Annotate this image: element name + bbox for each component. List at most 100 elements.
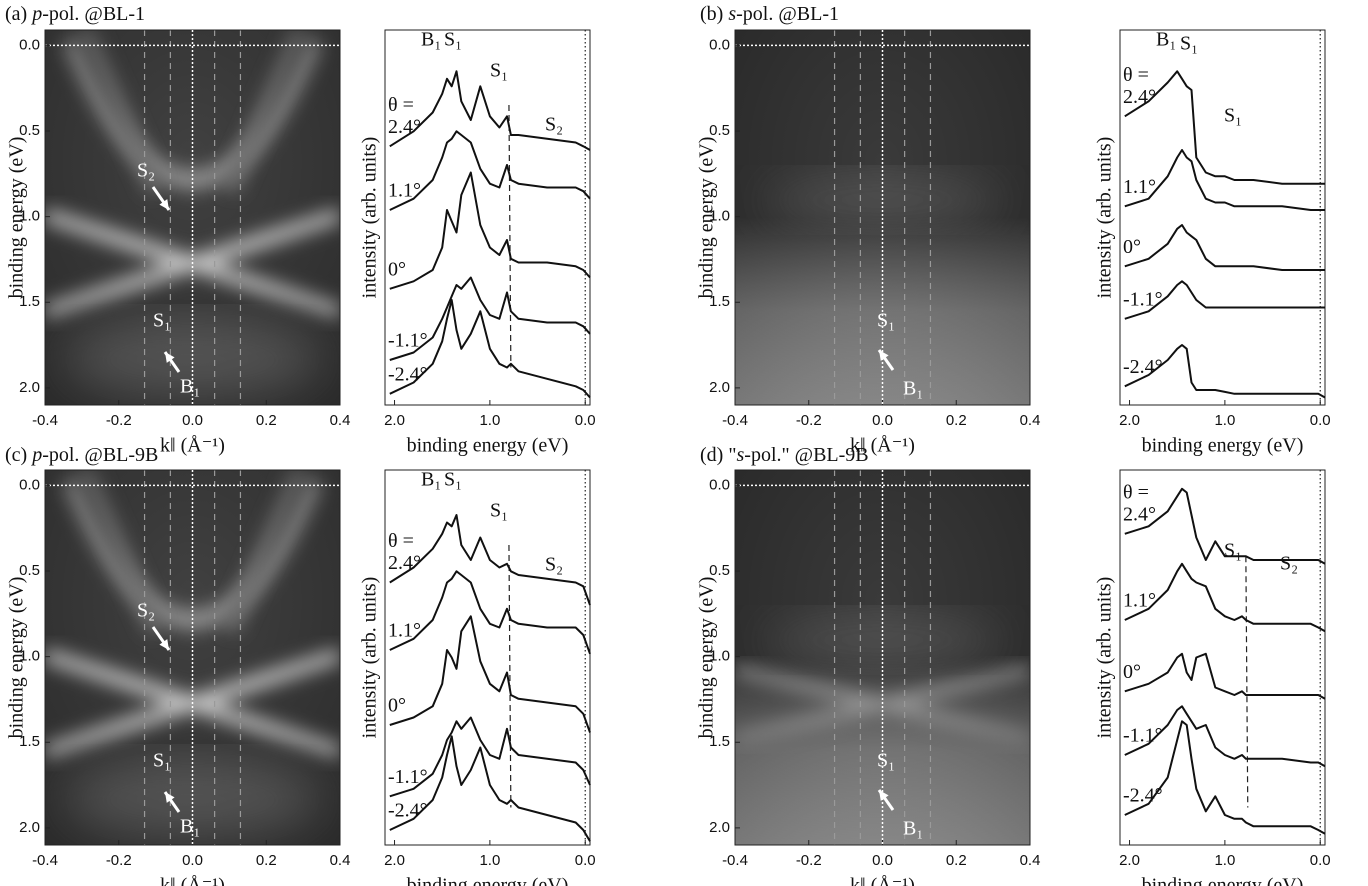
- y-tick-label: 1.0: [709, 648, 730, 665]
- x-tick-label: 2.0: [384, 412, 405, 429]
- x-tick-label: 1.0: [1214, 852, 1235, 869]
- y-tick-label: 1.5: [19, 293, 40, 310]
- x-tick-label: 0.2: [946, 412, 967, 429]
- x-tick-label: 0.2: [946, 852, 967, 869]
- x-tick-label: -0.4: [32, 852, 58, 869]
- peak-label: S₁: [444, 469, 462, 491]
- frame: [1119, 29, 1326, 406]
- x-tick-label: 1.0: [479, 412, 500, 429]
- arrow-head: [159, 199, 169, 210]
- peak-label: S₂: [545, 554, 563, 576]
- x-tick-label: -0.2: [106, 412, 132, 429]
- edc-curve: [1124, 224, 1325, 271]
- x-tick-label: 0.0: [1310, 852, 1331, 869]
- y-tick-label: 1.5: [709, 293, 730, 310]
- x-tick-label: 0.4: [1020, 412, 1041, 429]
- theta-label: θ =: [388, 94, 414, 116]
- peak-label: S₁: [490, 60, 508, 82]
- arrow-head: [165, 792, 175, 803]
- edc-curve: [1124, 705, 1326, 768]
- x-axis-label: binding energy (eV): [1142, 875, 1304, 886]
- angle-label: 0°: [1123, 236, 1141, 258]
- arrow-head: [879, 350, 889, 361]
- guide-line: [508, 104, 512, 368]
- x-tick-label: 0.4: [1020, 852, 1041, 869]
- intensity-map: [45, 470, 340, 845]
- title-part: p: [30, 444, 42, 466]
- x-tick-label: 0.0: [872, 412, 893, 429]
- y-tick-label: 0.5: [19, 562, 40, 579]
- angle-label: 1.1°: [1123, 176, 1156, 198]
- frame: [384, 29, 591, 406]
- band-label: S₁: [877, 750, 895, 772]
- y-axis-label: binding energy (eV): [696, 137, 718, 299]
- peak-label: S₁: [1224, 540, 1242, 562]
- x-axis-label: k‖ (Å⁻¹): [850, 435, 915, 457]
- peak-label: B₁: [421, 469, 441, 491]
- title-part: -pol. @BL-1: [42, 3, 145, 25]
- x-tick-label: 0.0: [1310, 412, 1331, 429]
- arrow-head: [165, 352, 175, 363]
- edc-panel: 2.0 1.0 0.02.4°1.1°0°-1.1°-2.4°θ =B₁ S₁S₁bi…: [1094, 29, 1331, 457]
- x-tick-label: 0.2: [256, 412, 277, 429]
- panel-title: (d) "s-pol." @BL-9B: [700, 444, 869, 466]
- angle-label: -1.1°: [1123, 725, 1163, 747]
- edc-curve: [389, 716, 591, 798]
- y-tick-label: 1.5: [709, 733, 730, 750]
- x-tick-label: 1.0: [1214, 412, 1235, 429]
- edc-curve: [1124, 487, 1326, 565]
- x-tick-label: 0.4: [330, 852, 351, 869]
- guide-line: [1245, 556, 1249, 808]
- angle-label: -1.1°: [388, 766, 428, 788]
- edc-curve: [1124, 70, 1325, 185]
- x-tick-label: -0.2: [106, 852, 132, 869]
- x-tick-label: 0.0: [182, 852, 203, 869]
- y-axis-label: intensity (arb. units): [1094, 577, 1116, 739]
- y-tick-label: 0.5: [709, 562, 730, 579]
- peak-label: S₁: [444, 29, 462, 51]
- y-axis-label: intensity (arb. units): [1094, 137, 1116, 299]
- peak-label: S₁: [1224, 105, 1242, 127]
- y-tick-label: 0.0: [709, 36, 730, 53]
- panel-title: (c) p-pol. @BL-9B: [5, 444, 158, 466]
- angle-label: 2.4°: [1123, 503, 1156, 525]
- x-tick-label: 2.0: [1119, 412, 1140, 429]
- theta-label: θ =: [388, 530, 414, 552]
- arrow-head: [879, 790, 889, 801]
- arpes-panel: (a) p-pol. @BL-1 -0.4 -0.2 0.0 0.2 0.4 0.0 0.5 1…: [5, 3, 350, 457]
- edc-panel: 2.0 1.0 0.02.4°1.1°0°-1.1°-2.4°θ =B₁ S₁S₁S₂…: [359, 469, 596, 886]
- title-part: s: [736, 444, 744, 466]
- title-part: -pol." @BL-9B: [744, 444, 868, 466]
- x-tick-label: 0.0: [182, 412, 203, 429]
- edc-curve: [389, 615, 591, 733]
- panel-title: (b) s-pol. @BL-1: [700, 3, 839, 25]
- angle-label: 2.4°: [388, 116, 421, 138]
- edc-panel: 2.0 1.0 0.02.4°1.1°0°-1.1°-2.4°θ =B₁ S₁S₁S₂…: [359, 29, 596, 457]
- band-label: S₁: [153, 750, 171, 772]
- theta-label: θ =: [1123, 481, 1149, 503]
- y-axis-label: binding energy (eV): [6, 137, 28, 299]
- band-label: S₂: [137, 600, 155, 622]
- x-tick-label: 2.0: [1119, 852, 1140, 869]
- y-tick-label: 1.0: [19, 208, 40, 225]
- x-tick-label: 0.0: [872, 852, 893, 869]
- angle-label: 1.1°: [388, 180, 421, 202]
- band-label: S₂: [137, 160, 155, 182]
- edc-curve: [389, 276, 591, 361]
- band-label: B₁: [180, 376, 200, 398]
- arrow-head: [159, 639, 169, 650]
- edc-curve: [389, 514, 591, 606]
- edc-curve: [389, 130, 591, 211]
- angle-label: 1.1°: [1123, 590, 1156, 612]
- angle-label: -2.4°: [1123, 785, 1163, 807]
- band-label: B₁: [180, 816, 200, 838]
- y-tick-label: 2.0: [19, 819, 40, 836]
- angle-label: 1.1°: [388, 620, 421, 642]
- angle-label: 0°: [1123, 661, 1141, 683]
- x-tick-label: 0.2: [256, 852, 277, 869]
- y-tick-label: 2.0: [19, 379, 40, 396]
- x-axis-label: k‖ (Å⁻¹): [850, 875, 915, 886]
- x-axis-label: binding energy (eV): [407, 435, 569, 457]
- y-tick-label: 0.0: [19, 36, 40, 53]
- edc-curve: [1124, 344, 1326, 399]
